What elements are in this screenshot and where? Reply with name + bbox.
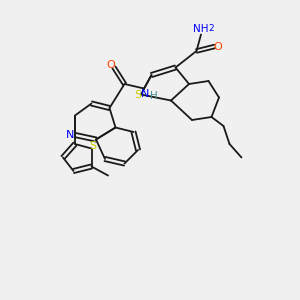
Text: N: N [141,89,150,99]
Text: O: O [106,59,116,70]
Text: N: N [66,130,75,140]
Text: S: S [134,89,141,100]
Text: 2: 2 [209,24,214,33]
Text: S: S [89,140,97,151]
Text: NH: NH [193,23,209,34]
Text: O: O [213,41,222,52]
Text: H: H [150,91,158,101]
